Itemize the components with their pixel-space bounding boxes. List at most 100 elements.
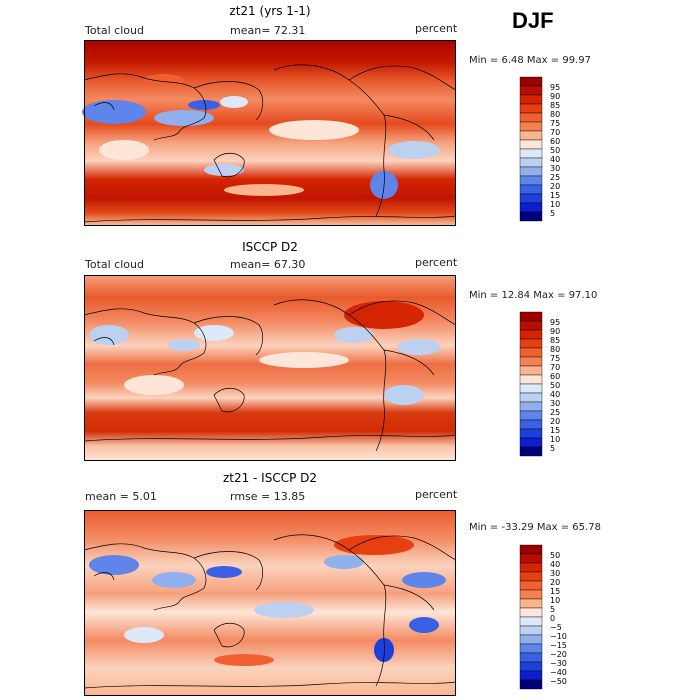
panel3-colorbar-swatch bbox=[519, 634, 543, 645]
panel3-colorbar-swatch bbox=[519, 580, 543, 591]
panel1-colorbar-swatch bbox=[519, 193, 543, 204]
panel3-cb-label-9: −10 bbox=[550, 632, 567, 641]
panel3-colorbar-swatch bbox=[519, 589, 543, 600]
panel2-cb-label-13: 10 bbox=[550, 435, 560, 444]
panel2-colorbar-swatch bbox=[519, 392, 543, 403]
panel3-colorbar-swatch bbox=[519, 661, 543, 672]
panel2-coastlines bbox=[83, 299, 457, 452]
panel3-colorbar-swatch bbox=[519, 562, 543, 573]
panel1-colorbar-swatch bbox=[519, 139, 543, 150]
panel1-colorbar-swatch bbox=[519, 130, 543, 141]
panel2-frame bbox=[84, 275, 456, 461]
panel3-colorbar-swatch bbox=[519, 670, 543, 681]
panel2-colorbar-swatch bbox=[519, 383, 543, 394]
panel1-colorbar-swatch bbox=[519, 103, 543, 114]
panel1-colorbar-swatch bbox=[519, 202, 543, 213]
panel2-variable-label: Total cloud bbox=[85, 258, 144, 271]
panel2-cb-label-8: 40 bbox=[550, 390, 560, 399]
panel1-cb-label-13: 10 bbox=[550, 200, 560, 209]
panel1-frame bbox=[84, 40, 456, 226]
panel1-cb-label-5: 70 bbox=[550, 128, 560, 137]
panel3-map bbox=[83, 510, 457, 696]
panel3-cb-label-10: −15 bbox=[550, 641, 567, 650]
panel1-cb-label-14: 5 bbox=[550, 209, 555, 218]
panel2-colorbar-boxes bbox=[519, 311, 543, 457]
panel2-cb-label-11: 20 bbox=[550, 417, 560, 426]
panel3-cb-label-7: 0 bbox=[550, 614, 555, 623]
panel3-cb-label-0: 50 bbox=[550, 551, 560, 560]
panel1-colorbar-swatch bbox=[519, 211, 543, 222]
panel2-colorbar-swatch bbox=[519, 374, 543, 385]
panel1-variable-label: Total cloud bbox=[85, 24, 144, 37]
panel3-field-patches bbox=[89, 535, 446, 666]
panel1-colorbar-swatch bbox=[519, 112, 543, 123]
panel3-cb-label-6: 5 bbox=[550, 605, 555, 614]
panel2-cb-label-10: 25 bbox=[550, 408, 560, 417]
panel1-colorbar-boxes bbox=[519, 76, 543, 222]
panel3-colorbar-swatch bbox=[519, 544, 543, 555]
panel3-colorbar-swatch bbox=[519, 616, 543, 627]
panel1-units-label: percent bbox=[415, 22, 458, 35]
panel3-mean-label: mean = 5.01 bbox=[85, 490, 157, 503]
panel2-colorbar-swatch bbox=[519, 356, 543, 367]
panel2-cb-label-14: 5 bbox=[550, 444, 555, 453]
panel2-colorbar: 95 90 85 80 75 70 60 50 40 30 25 20 15 1… bbox=[519, 311, 560, 457]
panel2-units-label: percent bbox=[415, 256, 458, 269]
panel2-cb-label-6: 60 bbox=[550, 372, 560, 381]
panel1-cb-label-3: 80 bbox=[550, 110, 560, 119]
panel1-mean-label: mean= 72.31 bbox=[230, 24, 306, 37]
panel2-mean-label: mean= 67.30 bbox=[230, 258, 306, 271]
panel3-title: zt21 - ISCCP D2 bbox=[222, 471, 318, 485]
panel3-colorbar-swatch bbox=[519, 571, 543, 582]
panel2-colorbar-swatch bbox=[519, 329, 543, 340]
panel3-colorbar-swatch bbox=[519, 679, 543, 690]
panel3-minmax: Min = -33.29 Max = 65.78 bbox=[469, 522, 601, 533]
panel2-minmax: Min = 12.84 Max = 97.10 bbox=[469, 290, 598, 301]
panel1-cb-label-12: 15 bbox=[550, 191, 560, 200]
panel3-cb-label-11: −20 bbox=[550, 650, 567, 659]
panel3-frame bbox=[84, 510, 456, 696]
panel1-cb-label-0: 95 bbox=[550, 83, 560, 92]
panel2-title: ISCCP D2 bbox=[242, 240, 298, 254]
panel1-title: zt21 (yrs 1-1) bbox=[229, 4, 311, 18]
panel3-cb-label-12: −30 bbox=[550, 659, 567, 668]
panel3-rmse-label: rmse = 13.85 bbox=[230, 490, 306, 503]
panel1-minmax: Min = 6.48 Max = 99.97 bbox=[469, 55, 591, 66]
panel2-cb-label-0: 95 bbox=[550, 318, 560, 327]
panel2-field-patches bbox=[89, 301, 441, 405]
panel3-cb-label-2: 30 bbox=[550, 569, 560, 578]
panel3-cb-label-13: −40 bbox=[550, 668, 567, 677]
panel3-cb-label-1: 40 bbox=[550, 560, 560, 569]
panel2-colorbar-swatch bbox=[519, 320, 543, 331]
panel1-cb-label-8: 40 bbox=[550, 155, 560, 164]
panel3-cb-label-14: −50 bbox=[550, 677, 567, 686]
panel1-colorbar-swatch bbox=[519, 94, 543, 105]
panel3-cb-label-4: 15 bbox=[550, 587, 560, 596]
panel3-colorbar-swatch bbox=[519, 553, 543, 564]
panel3-cb-label-8: −5 bbox=[550, 623, 562, 632]
panel1-cb-label-9: 30 bbox=[550, 164, 560, 173]
panel2-cb-label-12: 15 bbox=[550, 426, 560, 435]
panel1-colorbar-swatch bbox=[519, 157, 543, 168]
panel2-colorbar-swatch bbox=[519, 365, 543, 376]
panel3-colorbar: 50 40 30 20 15 10 5 0 −5 −10 −15 −20 −30… bbox=[519, 544, 567, 690]
panel1-colorbar-swatch bbox=[519, 175, 543, 186]
panel1-colorbar-swatch bbox=[519, 148, 543, 159]
panel2-cb-label-4: 75 bbox=[550, 354, 560, 363]
panel1-colorbar-swatch bbox=[519, 184, 543, 195]
panel3-cb-label-3: 20 bbox=[550, 578, 560, 587]
panel3-colorbar-swatch bbox=[519, 643, 543, 654]
panel1-cb-label-2: 85 bbox=[550, 101, 560, 110]
panel2-colorbar-swatch bbox=[519, 437, 543, 448]
panel3-colorbar-swatch bbox=[519, 652, 543, 663]
panel2-cb-label-9: 30 bbox=[550, 399, 560, 408]
panel3-colorbar-swatch bbox=[519, 607, 543, 618]
panel1-colorbar-swatch bbox=[519, 76, 543, 87]
panel3-colorbar-swatch bbox=[519, 625, 543, 636]
panel1-field-background bbox=[84, 40, 456, 226]
panel2-cb-label-3: 80 bbox=[550, 345, 560, 354]
panel2-map bbox=[83, 275, 457, 461]
panel2-cb-label-2: 85 bbox=[550, 336, 560, 345]
panel1-cb-label-7: 50 bbox=[550, 146, 560, 155]
panel1-colorbar-swatch bbox=[519, 166, 543, 177]
